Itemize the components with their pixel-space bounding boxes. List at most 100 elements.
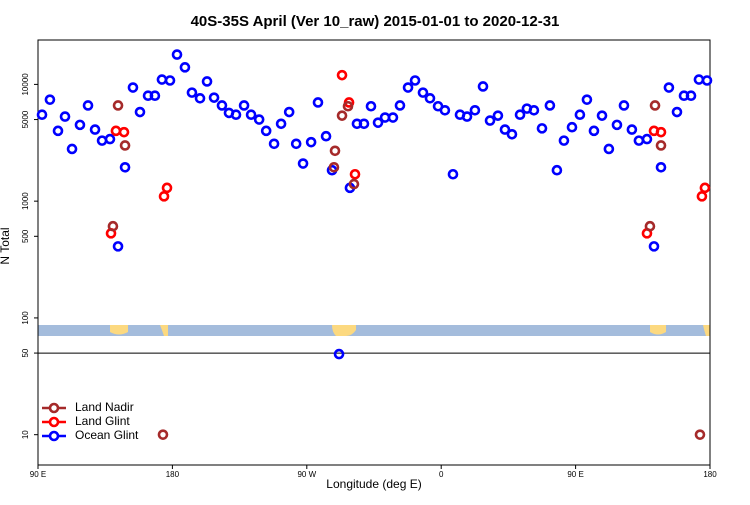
- point: [268, 138, 280, 150]
- point: [59, 111, 71, 122]
- point: [499, 124, 511, 135]
- point: [156, 74, 168, 85]
- point: [297, 158, 309, 169]
- legend-label: Land Nadir: [75, 400, 134, 414]
- point: [107, 220, 119, 232]
- point: [461, 111, 473, 122]
- point: [402, 82, 414, 93]
- point: [701, 75, 713, 86]
- point: [372, 117, 384, 128]
- chart-title: 40S-35S April (Ver 10_raw) 2015-01-01 to…: [191, 13, 560, 30]
- point: [253, 114, 265, 125]
- point: [82, 100, 94, 111]
- point: [134, 106, 146, 118]
- map-strip: [38, 325, 710, 336]
- point: [336, 110, 348, 121]
- y-tick-label: 5000: [21, 110, 30, 128]
- y-tick-label: 10: [21, 430, 30, 439]
- point: [694, 429, 706, 440]
- point: [394, 100, 406, 111]
- point: [119, 140, 131, 151]
- point: [260, 125, 272, 137]
- point: [171, 49, 183, 60]
- point: [492, 110, 504, 121]
- point: [551, 164, 563, 176]
- x-tick-label: 180: [703, 470, 717, 479]
- point: [349, 168, 361, 180]
- point: [245, 109, 257, 121]
- point: [164, 75, 176, 86]
- point: [424, 93, 436, 104]
- point: [514, 109, 526, 121]
- point: [157, 429, 169, 440]
- point: [238, 100, 250, 111]
- point: [149, 90, 161, 102]
- point: [358, 118, 370, 130]
- point: [312, 97, 324, 108]
- point: [342, 100, 354, 112]
- point: [194, 93, 206, 104]
- legend-marker: [48, 402, 60, 414]
- point: [333, 348, 345, 360]
- point: [186, 87, 198, 98]
- point: [329, 145, 341, 157]
- point: [89, 124, 101, 135]
- x-tick-label: 90 W: [297, 470, 316, 479]
- point: [536, 123, 548, 134]
- point: [655, 161, 667, 173]
- point: [104, 133, 116, 145]
- point: [230, 109, 242, 121]
- point: [201, 76, 213, 87]
- point: [409, 75, 421, 86]
- y-tick-label: 50: [21, 348, 30, 357]
- point: [179, 62, 191, 73]
- point: [283, 106, 295, 118]
- point: [52, 125, 64, 137]
- point: [127, 82, 139, 93]
- point: [44, 94, 56, 105]
- legend-marker: [48, 416, 60, 428]
- point: [305, 136, 317, 148]
- point: [626, 124, 638, 135]
- point: [699, 182, 711, 194]
- point: [66, 143, 78, 155]
- y-tick-label: 1000: [21, 192, 30, 210]
- plot-frame: [37, 39, 711, 466]
- point: [671, 106, 683, 118]
- point: [328, 161, 340, 173]
- point: [110, 125, 122, 137]
- point: [655, 126, 667, 138]
- point: [696, 191, 708, 202]
- point: [387, 112, 399, 123]
- point: [417, 87, 429, 98]
- point: [693, 74, 705, 85]
- point: [611, 119, 623, 131]
- point: [348, 178, 360, 190]
- point: [544, 100, 556, 111]
- point: [36, 109, 48, 121]
- point: [477, 81, 489, 92]
- point: [558, 135, 570, 146]
- y-tick-label: 10000: [21, 73, 30, 96]
- x-tick-label: 90 E: [567, 470, 583, 479]
- point: [216, 100, 228, 111]
- x-tick-label: 0: [439, 470, 444, 479]
- point: [290, 138, 302, 150]
- legend-marker: [48, 430, 60, 442]
- y-tick-label: 100: [21, 311, 30, 325]
- y-tick-label: 500: [21, 229, 30, 243]
- legend-label: Land Glint: [75, 414, 130, 428]
- point: [506, 128, 518, 140]
- point: [208, 92, 220, 103]
- point: [648, 241, 660, 252]
- point: [644, 220, 656, 232]
- x-axis-label: Longitude (deg E): [326, 477, 421, 491]
- point: [158, 191, 170, 202]
- point: [119, 161, 131, 173]
- point: [447, 168, 459, 180]
- point: [112, 241, 124, 252]
- point: [655, 140, 667, 151]
- x-tick-label: 90 E: [30, 470, 46, 479]
- x-tick-label: 180: [166, 470, 180, 479]
- point: [618, 100, 630, 111]
